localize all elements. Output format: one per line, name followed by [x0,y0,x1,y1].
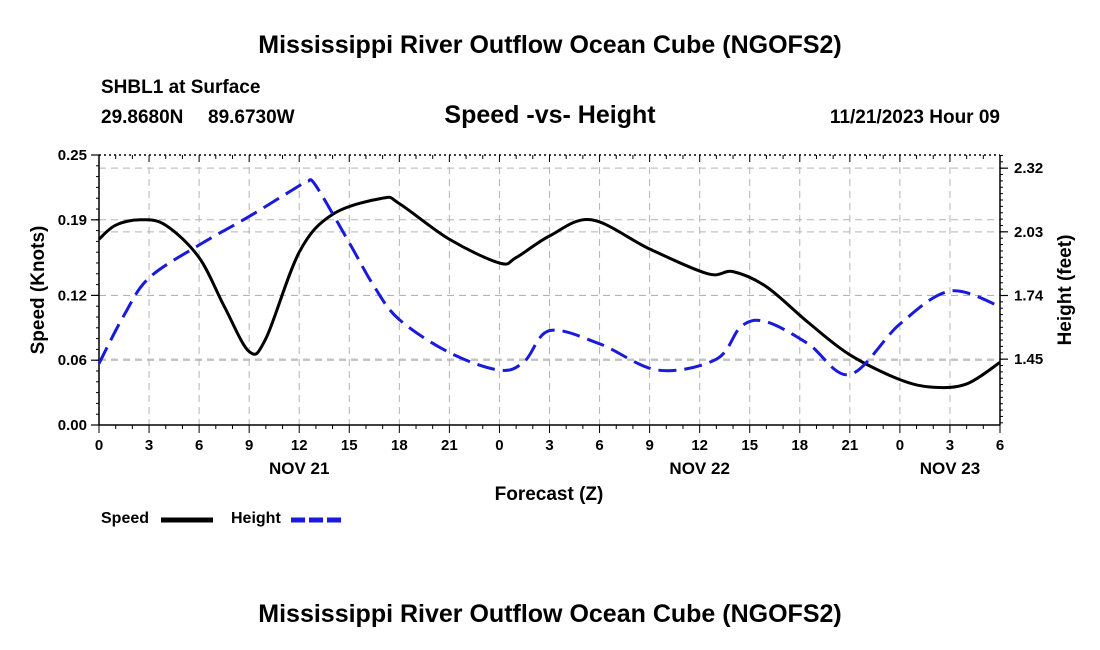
x-axis-title: Forecast (Z) [495,484,604,505]
x-tick-label: 6 [595,437,603,454]
x-tick-label: 6 [195,437,203,454]
x-tick-label: 12 [291,437,308,454]
y2-tick-label: 1.74 [1014,287,1044,304]
x-tick-label: 21 [841,437,858,454]
x-tick-label: 15 [741,437,758,454]
y2-tick-label: 2.32 [1014,160,1043,177]
chart-title: Speed -vs- Height [444,101,656,129]
grid [99,155,1000,425]
x-tick-label: 0 [95,437,103,454]
y-tick-label: 0.25 [58,147,87,164]
y-tick-label: 0.12 [58,287,87,304]
station-name: SHBL1 at Surface [101,77,261,98]
height-series-line [97,178,1001,377]
x-tick-label: 6 [996,437,1004,454]
y2-tick-label: 2.03 [1014,224,1043,241]
x-tick-label: 0 [495,437,503,454]
speed-series-line [97,195,1001,390]
axis-labels: 0 3 6 9 12 15 18 21 0 3 6 9 12 15 18 21 0 3 6 NOV 21 NOV 22 N… [28,147,1076,505]
x-tick-label: 18 [791,437,808,454]
x-tick-label: 12 [691,437,708,454]
axes [91,154,1008,433]
x-tick-label: 9 [245,437,253,454]
y-axis-title: Speed (Knots) [28,226,49,355]
date-label: NOV 21 [269,459,329,478]
x-tick-label: 0 [896,437,904,454]
legend-speed-label: Speed [101,510,150,527]
series [97,178,1001,390]
y-tick-label: 0.19 [58,212,87,229]
x-tick-label: 21 [441,437,458,454]
legend-height-label: Height [231,510,281,527]
y-tick-label: 0.00 [58,417,87,434]
date-label: NOV 23 [920,459,980,478]
forecast-datetime: 11/21/2023 Hour 09 [829,107,1000,128]
x-tick-label: 18 [391,437,408,454]
x-tick-label: 15 [341,437,358,454]
date-label: NOV 22 [669,459,729,478]
x-tick-label: 3 [145,437,153,454]
station-latitude: 29.8680N [101,107,184,128]
x-tick-label: 3 [946,437,954,454]
y2-axis-title: Height (feet) [1055,235,1076,346]
x-tick-label: 3 [545,437,553,454]
page-title: Mississippi River Outflow Ocean Cube (NG… [258,31,842,59]
y-tick-label: 0.06 [58,352,87,369]
y2-tick-label: 1.45 [1014,351,1043,368]
bottom-title: Mississippi River Outflow Ocean Cube (NG… [258,600,842,628]
station-longitude: 89.6730W [208,107,295,128]
x-tick-label: 9 [645,437,653,454]
